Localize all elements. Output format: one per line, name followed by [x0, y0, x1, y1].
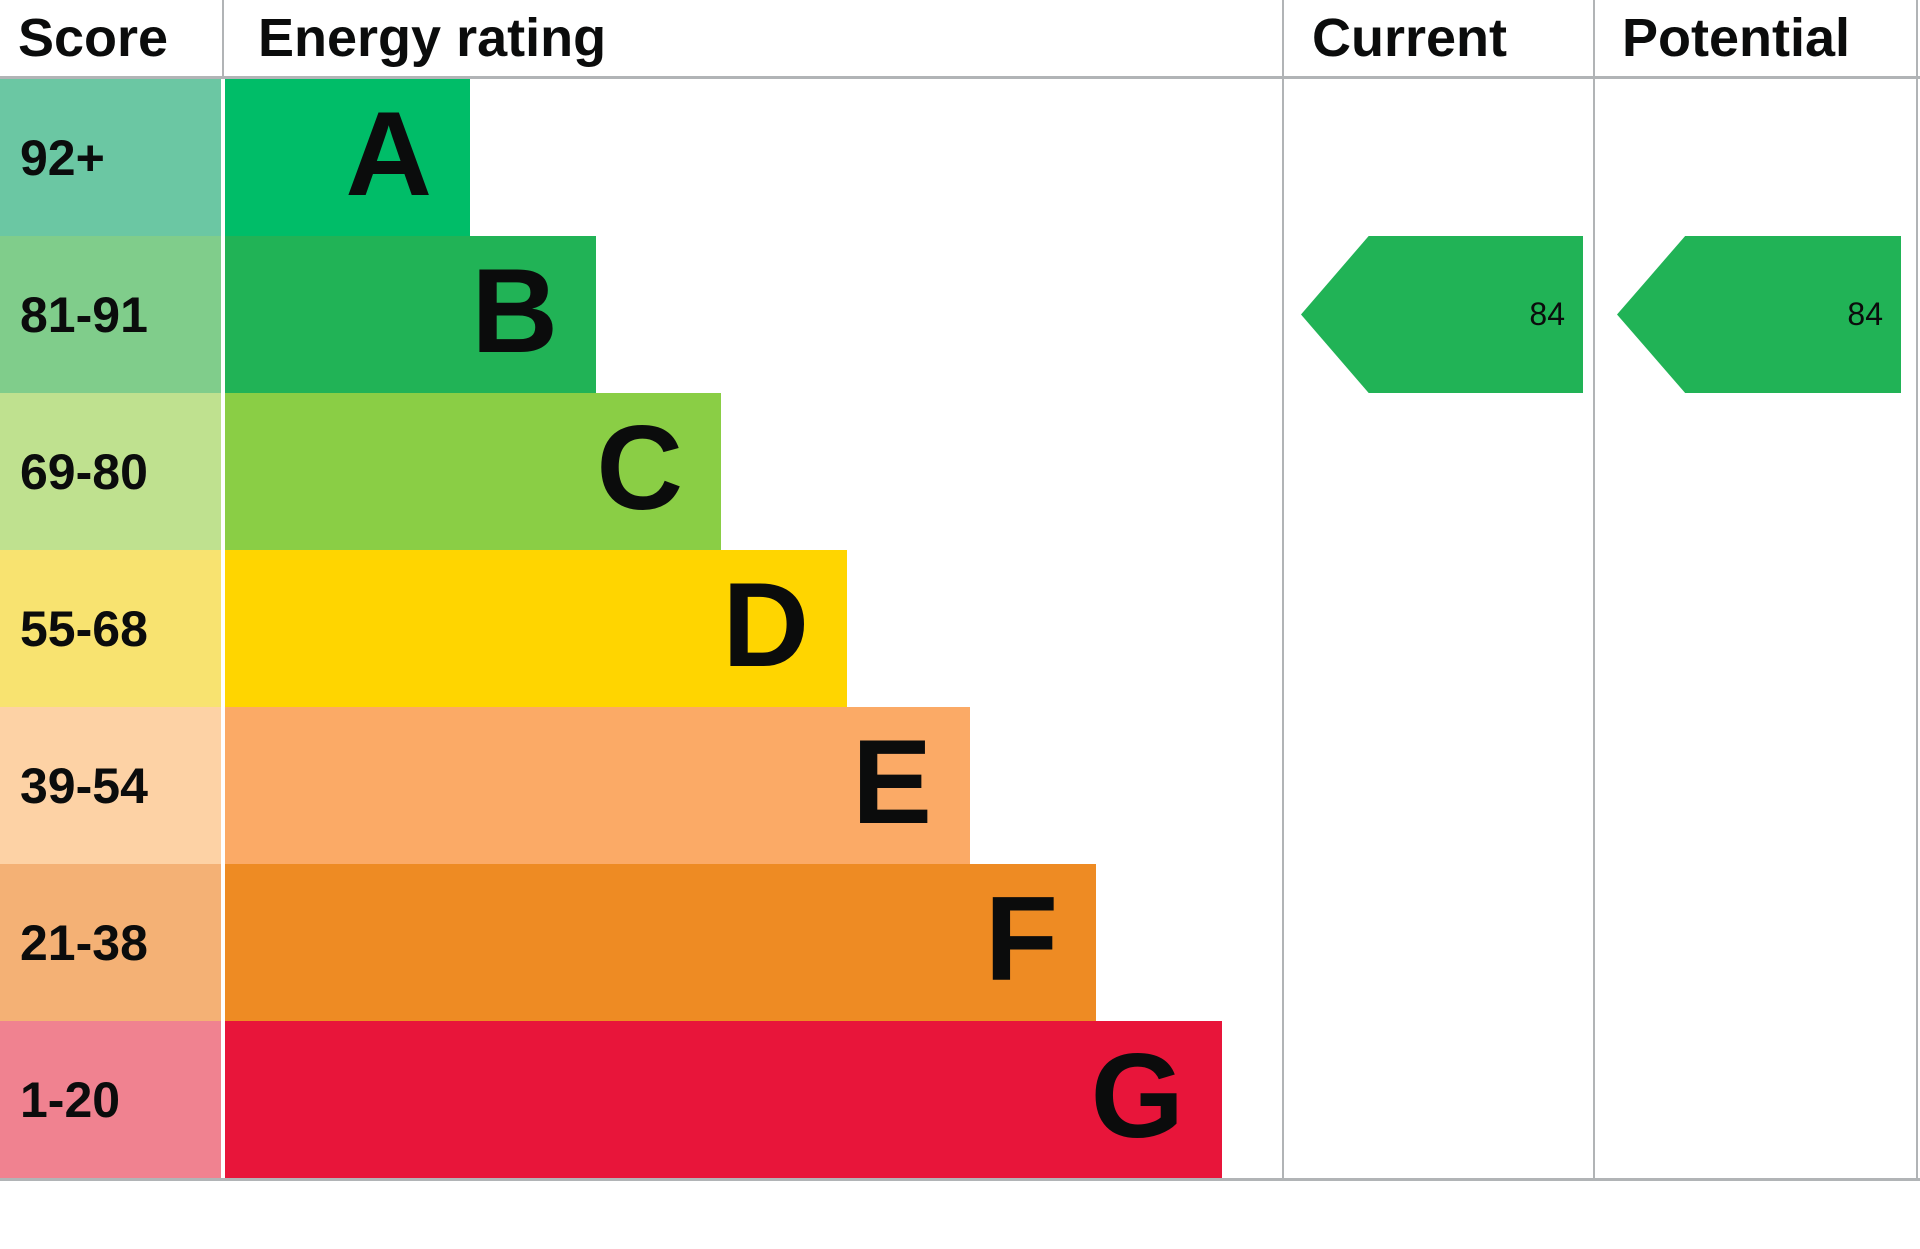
- current-rating-value: 84: [1529, 296, 1565, 332]
- rating-bar-e: E: [225, 707, 970, 864]
- band-row-f: 21-38 F: [0, 864, 1920, 1021]
- rating-letter: F: [984, 871, 1058, 1006]
- potential-column-divider-line: [1593, 0, 1595, 1181]
- score-tile-a: 92+: [0, 79, 221, 236]
- band-row-e: 39-54 E: [0, 707, 1920, 864]
- rating-letter: E: [851, 714, 932, 849]
- band-row-c: 69-80 C: [0, 393, 1920, 550]
- score-range-label: 1-20: [20, 1071, 121, 1128]
- band-row-g: 1-20 G: [0, 1021, 1920, 1178]
- rating-bar-f: F: [225, 864, 1096, 1021]
- rating-letter: D: [722, 557, 809, 692]
- score-range-label: 92+: [20, 129, 105, 186]
- potential-rating-arrow: 84: [1617, 236, 1901, 393]
- score-header-divider-line: [222, 0, 224, 76]
- score-tile-e: 39-54: [0, 707, 221, 864]
- rating-letter: A: [345, 86, 432, 221]
- header-underline: [0, 76, 1920, 79]
- rating-letter: B: [471, 243, 558, 378]
- band-row-b: 81-91 B: [0, 236, 1920, 393]
- score-range-label: 69-80: [20, 443, 148, 500]
- score-tile-f: 21-38: [0, 864, 221, 1021]
- current-rating-arrow: 84: [1301, 236, 1583, 393]
- right-border-line: [1916, 0, 1918, 1181]
- score-range-label: 39-54: [20, 757, 148, 814]
- rating-letter: C: [596, 400, 683, 535]
- chart-bottom-line: [0, 1178, 1920, 1181]
- score-column-header: Score: [18, 8, 169, 68]
- band-row-a: 92+ A: [0, 79, 1920, 236]
- score-range-label: 81-91: [20, 286, 148, 343]
- score-tile-b: 81-91: [0, 236, 221, 393]
- score-range-label: 21-38: [20, 914, 148, 971]
- score-tile-g: 1-20: [0, 1021, 221, 1178]
- rating-bar-d: D: [225, 550, 847, 707]
- current-column-header: Current: [1312, 8, 1508, 68]
- rating-bar-b: B: [225, 236, 596, 393]
- current-column-divider-line: [1282, 0, 1284, 1181]
- rating-bar-a: A: [225, 79, 470, 236]
- rating-bar-g: G: [225, 1021, 1222, 1178]
- potential-column-header: Potential: [1622, 8, 1851, 68]
- score-tile-c: 69-80: [0, 393, 221, 550]
- rating-bar-c: C: [225, 393, 721, 550]
- rating-letter: G: [1090, 1028, 1184, 1163]
- score-tile-d: 55-68: [0, 550, 221, 707]
- potential-rating-value: 84: [1847, 296, 1883, 332]
- score-range-label: 55-68: [20, 600, 148, 657]
- energy-rating-column-header: Energy rating: [258, 8, 607, 68]
- band-row-d: 55-68 D: [0, 550, 1920, 707]
